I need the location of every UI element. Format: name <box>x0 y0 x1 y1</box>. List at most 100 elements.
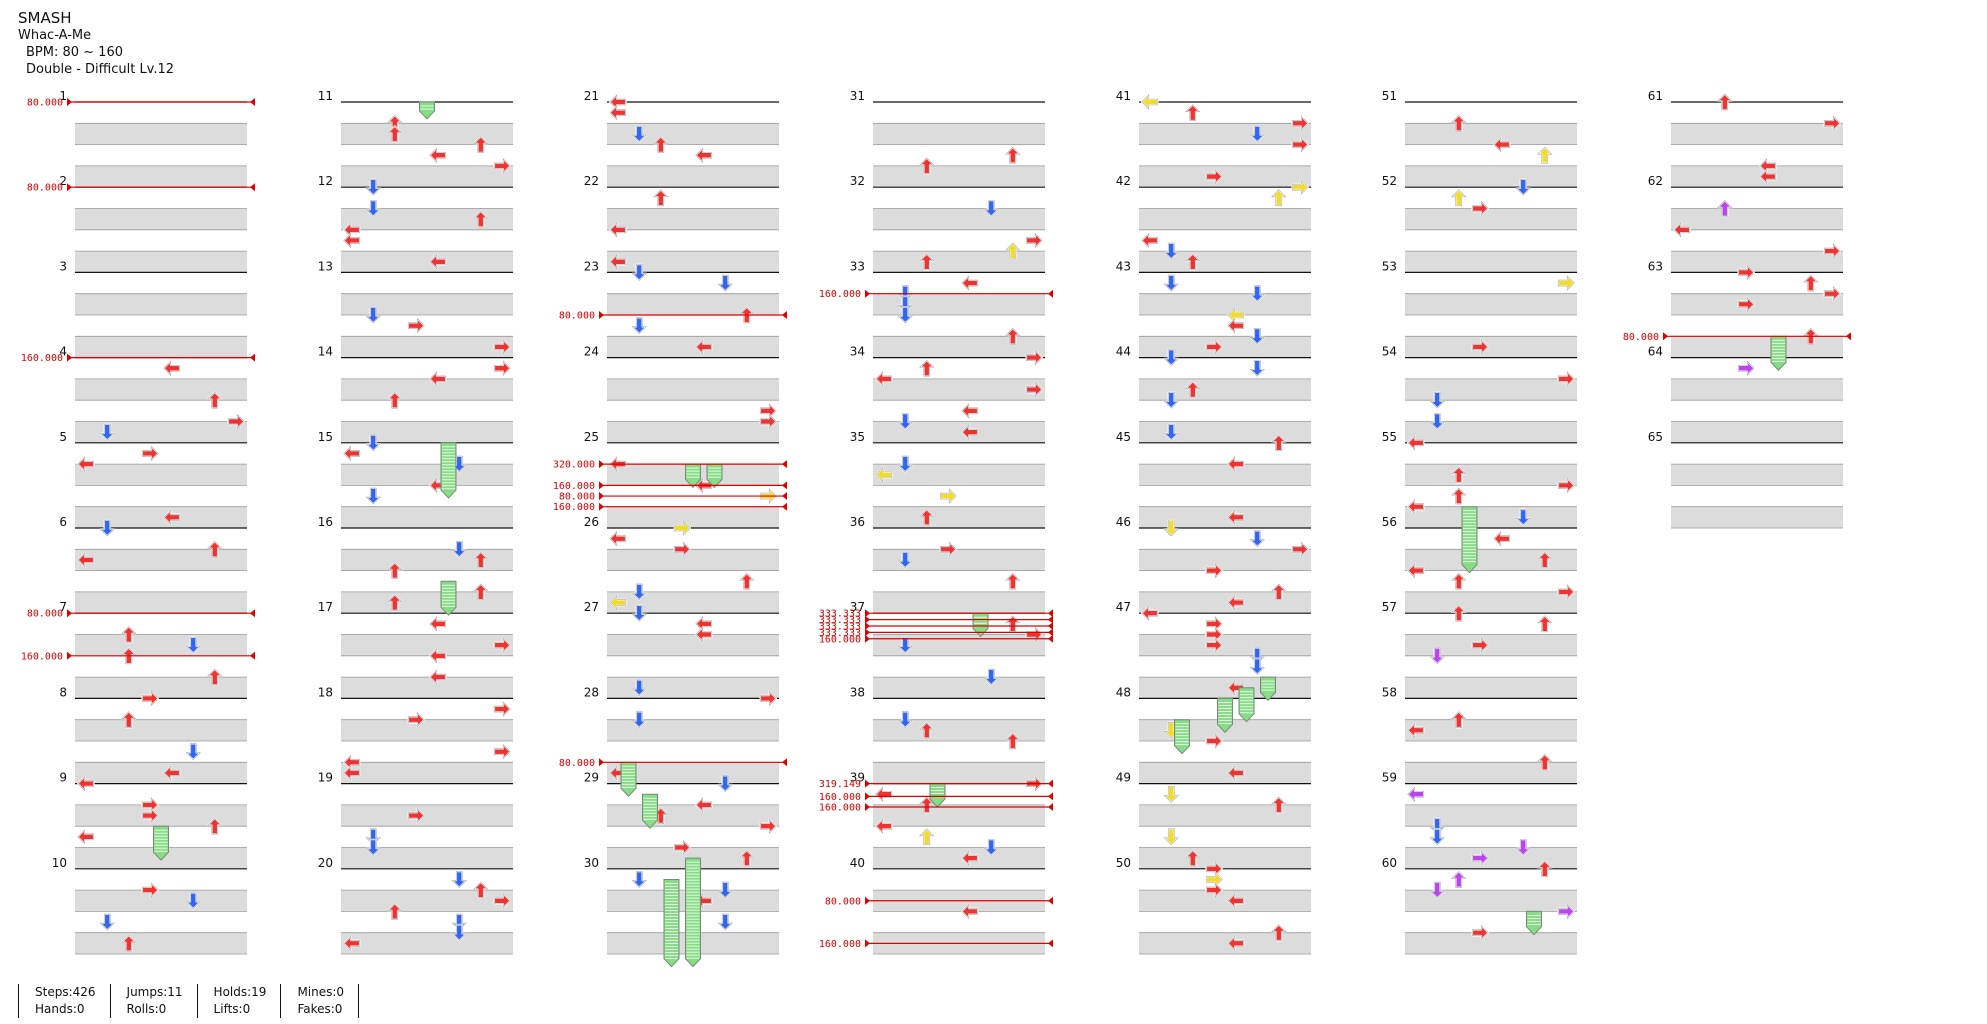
arrow-outline <box>493 892 512 909</box>
arrow-outline <box>608 104 627 121</box>
arrow-outline <box>407 711 426 728</box>
arrow-edge <box>1515 178 1531 196</box>
arrow-edge <box>1493 530 1511 547</box>
up-arrow-icon <box>1450 710 1467 729</box>
bpm-change: 80.000 <box>27 98 255 109</box>
right-arrow-icon <box>1737 360 1756 377</box>
beat-shade <box>1139 293 1311 315</box>
arrow-edge <box>387 391 403 409</box>
arrow-edge <box>1407 562 1425 579</box>
down-arrow-icon <box>983 668 1000 686</box>
left-arrow-icon <box>1672 222 1691 238</box>
arrow-edge <box>961 850 979 866</box>
arrow-outline <box>1429 646 1446 665</box>
right-arrow-icon <box>1291 115 1310 132</box>
left-arrow-icon <box>162 360 181 377</box>
bpm-change: 160.000 <box>21 353 255 364</box>
bpm-marker-right-icon <box>1048 615 1053 624</box>
down-arrow-icon <box>451 540 468 559</box>
arrow-edge <box>695 339 713 355</box>
beat-shade <box>873 421 1045 443</box>
arrow-edge <box>1429 647 1445 665</box>
beat-shade <box>1671 251 1843 273</box>
beat-shade <box>1139 506 1311 528</box>
arrow-edge <box>1227 935 1245 952</box>
bpm-label: 80.000 <box>559 758 595 769</box>
arrow-edge <box>919 253 935 271</box>
arrow-edge <box>1163 828 1179 846</box>
up-arrow-icon <box>206 817 223 836</box>
beat-shade <box>1405 549 1577 571</box>
bpm-change: 80.000 <box>559 492 787 503</box>
arrow-edge <box>1823 243 1841 259</box>
arrow-outline <box>1184 252 1201 271</box>
left-arrow-icon <box>76 552 95 568</box>
right-arrow-icon <box>1823 115 1842 132</box>
arrow-outline <box>738 849 755 867</box>
beat-shade <box>341 804 513 827</box>
arrow-outline <box>983 199 1000 218</box>
measure-number: 23 <box>584 259 599 273</box>
beat-shade <box>607 293 779 315</box>
stat-mines: Mines:0 <box>297 985 345 999</box>
measure-number: 16 <box>318 515 333 529</box>
up-arrow-icon <box>1270 923 1287 942</box>
arrow-outline <box>1270 433 1287 452</box>
down-arrow-icon <box>631 870 648 889</box>
stat-steps: Steps:426 <box>35 985 96 999</box>
left-arrow-icon <box>428 147 447 164</box>
left-arrow-icon <box>874 466 893 483</box>
up-arrow-icon <box>1270 583 1287 601</box>
measure-number: 18 <box>318 685 333 699</box>
arrow-edge <box>1005 572 1021 590</box>
arrow-edge <box>1227 456 1245 472</box>
arrow-edge <box>897 455 913 473</box>
hold-note <box>663 878 680 968</box>
beat-shade <box>873 208 1045 230</box>
arrow-outline <box>1492 530 1511 547</box>
left-arrow-icon <box>1140 605 1159 622</box>
down-arrow-icon <box>897 412 914 431</box>
bpm-change: 319.149 <box>819 779 1053 790</box>
beat-shade <box>75 634 247 656</box>
chart-column-5: 41 42 43 44 45 46 47 48 49 50 <box>1116 89 1311 955</box>
left-arrow-icon <box>76 456 95 472</box>
measure-number: 61 <box>1648 89 1663 103</box>
right-arrow-icon <box>1205 616 1224 632</box>
right-arrow-icon <box>1557 584 1576 600</box>
left-arrow-icon <box>162 765 181 781</box>
right-arrow-icon <box>673 541 692 558</box>
arrow-outline <box>694 616 713 632</box>
stat-jumps: Jumps:11 <box>126 985 183 999</box>
arrow-edge <box>1005 146 1021 164</box>
arrow-edge <box>473 210 489 228</box>
beat-shade <box>1671 208 1843 230</box>
left-arrow-icon <box>1406 434 1425 451</box>
arrow-outline <box>1025 349 1044 366</box>
bpm-label: 160.000 <box>553 481 595 492</box>
arrow-edge <box>961 903 979 920</box>
beat-shade <box>1405 208 1577 230</box>
arrow-outline <box>1716 199 1733 218</box>
right-arrow-icon <box>1471 924 1490 941</box>
beat-shade <box>75 165 247 188</box>
right-arrow-icon <box>673 520 692 536</box>
arrow-edge <box>207 540 223 558</box>
arrow-outline <box>120 934 137 953</box>
arrow-edge <box>99 913 115 931</box>
measure-number: 64 <box>1648 345 1663 359</box>
up-arrow-icon <box>1716 199 1733 218</box>
bpm-marker-left-icon <box>67 98 72 106</box>
arrow-edge <box>1557 477 1575 494</box>
bpm-label: 333.333 <box>819 609 861 620</box>
up-arrow-icon <box>1004 242 1021 260</box>
left-arrow-icon <box>1492 136 1511 153</box>
beat-shade <box>75 378 247 401</box>
bpm-label: 80.000 <box>27 98 63 109</box>
arrow-edge <box>493 701 511 717</box>
bpm-change: 333.333 <box>819 609 1053 620</box>
beat-shade <box>1671 165 1843 188</box>
left-arrow-icon <box>694 339 713 355</box>
arrow-outline <box>1737 360 1756 377</box>
arrow-outline <box>897 412 914 431</box>
